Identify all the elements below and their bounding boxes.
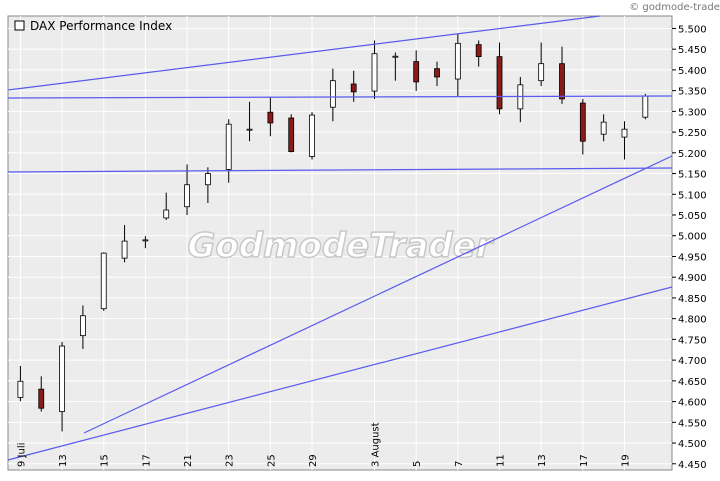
candle-body: [413, 61, 420, 83]
x-tick-label: 17: [579, 454, 590, 467]
candle-body: [579, 102, 586, 142]
x-tick-label: 29: [308, 454, 319, 467]
x-tick-label: 25: [266, 454, 277, 467]
candle-body: [246, 128, 253, 131]
x-tick-label: 11: [496, 454, 507, 467]
candle-body: [350, 83, 357, 93]
x-tick-label: 15: [100, 454, 111, 467]
candle-body: [454, 42, 461, 80]
y-tick-label: 5.300: [678, 107, 707, 118]
y-tick-label: 4.750: [678, 335, 707, 346]
chart-title: DAX Performance Index: [30, 19, 172, 33]
candle-body: [559, 63, 565, 100]
candle-body: [538, 63, 545, 82]
x-tick-label: 9 Juli: [16, 443, 27, 467]
legend-icon: [14, 20, 25, 31]
candle-body: [475, 44, 482, 58]
y-tick-label: 5.400: [678, 66, 707, 77]
y-tick-label: 4.700: [678, 356, 707, 367]
candle-body: [121, 240, 128, 259]
candle-body: [288, 117, 295, 152]
x-tick-label: 13: [58, 454, 69, 467]
trend-line: [7, 15, 601, 91]
candle-body: [225, 123, 232, 170]
y-tick-label: 5.250: [678, 128, 707, 139]
candle-body: [163, 209, 170, 219]
candle-body: [309, 114, 315, 157]
watermark: GodmodeTrader: [187, 226, 494, 266]
x-tick-label: 3 August: [371, 422, 382, 467]
x-tick-label: 21: [183, 454, 194, 467]
x-tick-label: 7: [454, 461, 465, 467]
candle-body: [80, 315, 86, 337]
copyright: © godmode-trader.de: [629, 2, 720, 13]
x-tick-label: 5: [412, 461, 423, 467]
candle-body: [59, 345, 65, 412]
candle-body: [329, 80, 336, 108]
candle-body: [184, 184, 190, 208]
x-tick-label: 17: [141, 454, 152, 467]
x-tick-label: 23: [225, 454, 236, 467]
y-tick-label: 5.000: [678, 232, 707, 243]
candle-body: [267, 111, 274, 124]
trend-line: [7, 167, 673, 173]
candle-body: [621, 128, 628, 138]
y-tick-label: 5.450: [678, 45, 707, 56]
y-tick-label: 5.050: [678, 211, 707, 222]
y-tick-label: 4.500: [678, 439, 707, 450]
trend-line: [7, 286, 673, 461]
candle-body: [17, 380, 24, 398]
candle-body: [392, 55, 399, 58]
y-tick-label: 5.500: [678, 24, 707, 35]
y-tick-label: 4.900: [678, 273, 707, 284]
trend-line: [83, 155, 673, 434]
y-tick-label: 4.800: [678, 315, 707, 326]
candle-body: [600, 121, 607, 135]
trend-line: [7, 95, 673, 99]
y-tick-label: 4.450: [678, 460, 707, 471]
x-tick-label: 19: [620, 454, 631, 467]
candle-body: [496, 56, 503, 110]
y-tick-label: 5.100: [678, 190, 707, 201]
y-tick-label: 4.550: [678, 418, 707, 429]
y-tick-label: 4.850: [678, 294, 707, 305]
candle-body: [642, 95, 649, 118]
y-tick-label: 5.350: [678, 87, 707, 98]
y-tick-label: 5.150: [678, 170, 707, 181]
candle-body: [142, 239, 149, 242]
candle-body: [434, 68, 440, 78]
candle-body: [100, 252, 107, 310]
candle-body: [204, 173, 211, 186]
candle-body: [371, 53, 378, 92]
x-tick-label: 13: [537, 454, 548, 467]
y-tick-label: 4.650: [678, 377, 707, 388]
candle-body: [38, 388, 45, 409]
y-tick-label: 4.950: [678, 252, 707, 263]
y-tick-label: 4.600: [678, 398, 707, 409]
y-tick-label: 5.200: [678, 149, 707, 160]
